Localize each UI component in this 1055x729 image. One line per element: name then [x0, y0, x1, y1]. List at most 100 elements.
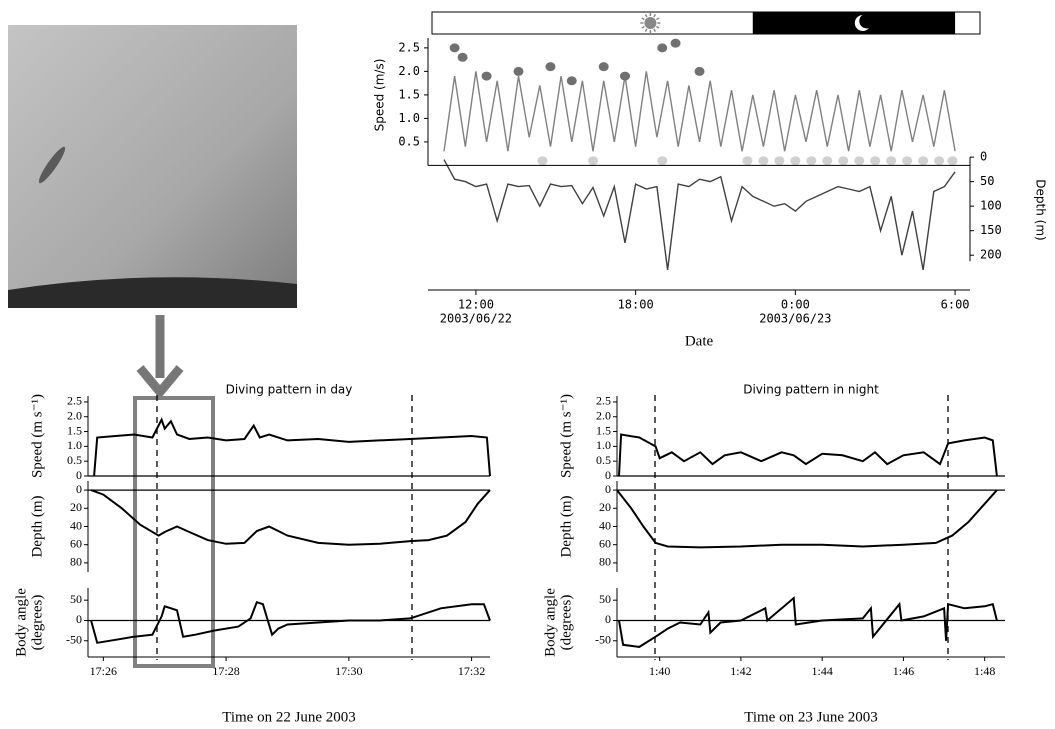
y2-tick-label: 150 — [980, 223, 1002, 237]
y-tick-label: 60 — [70, 536, 82, 550]
x-axis-title: Time on 23 June 2003 — [744, 709, 878, 725]
x-tick-label: 17:28 — [212, 664, 239, 678]
sun-ray — [641, 25, 645, 29]
series-line — [90, 489, 491, 546]
series-line — [443, 159, 956, 271]
marker — [457, 52, 468, 62]
arrow — [136, 315, 184, 400]
sun-ray — [641, 17, 645, 21]
marker — [806, 156, 817, 166]
y-tick-label: -50 — [595, 633, 611, 647]
x-tick-label: 17:30 — [335, 664, 362, 678]
marker — [537, 156, 548, 166]
marker — [902, 156, 913, 166]
x-tick-label: 17:32 — [458, 664, 485, 678]
sun-ray — [656, 17, 660, 21]
y-tick-label: 0 — [76, 468, 82, 482]
y-tick-label: 1.0 — [398, 111, 420, 125]
y-axis-title: Depth (m) — [29, 495, 45, 557]
y-tick-label: 1.0 — [67, 438, 82, 452]
y-axis-title: Depth (m) — [558, 495, 574, 557]
y-axis-title: Body angle — [542, 588, 558, 657]
sun-ray — [653, 28, 657, 33]
y-tick-label: 0.5 — [398, 134, 420, 148]
y-tick-label: 2.5 — [398, 40, 420, 54]
sun-ray — [644, 28, 648, 33]
marker — [619, 71, 630, 81]
marker — [670, 38, 681, 48]
y2-tick-label: 100 — [980, 199, 1002, 213]
sun-ray — [653, 13, 657, 18]
y-tick-label: 0.5 — [67, 453, 82, 467]
marker — [854, 156, 865, 166]
y-tick-label: 1.0 — [596, 438, 611, 452]
x-tick-label: 1:40 — [649, 664, 670, 678]
y-tick-label: 0 — [605, 468, 611, 482]
y-tick-label: 0 — [76, 482, 82, 496]
y-axis-title: Speed (m s⁻¹) — [558, 394, 574, 478]
x-tick-label: 18:00 — [618, 298, 654, 312]
marker — [822, 156, 833, 166]
marker — [918, 156, 929, 166]
y-tick-label: 1.5 — [398, 87, 420, 101]
y2-tick-label: 50 — [980, 174, 994, 188]
marker — [657, 156, 668, 166]
series-line — [93, 417, 491, 477]
y-tick-label: 50 — [70, 592, 82, 606]
y-axis-title: Speed (m/s) — [373, 59, 387, 132]
x-tick-label: 1:48 — [974, 664, 995, 678]
x-tick-label: 12:00 — [458, 298, 494, 312]
marker — [449, 43, 460, 53]
marker — [545, 62, 556, 72]
y-axis-title: (degrees) — [29, 595, 45, 651]
marker — [838, 156, 849, 166]
y-tick-label: 20 — [599, 500, 611, 514]
y-tick-label: 2.0 — [67, 408, 82, 422]
sun-disc — [644, 17, 657, 29]
y-tick-label: 1.5 — [596, 423, 611, 437]
marker — [513, 66, 524, 76]
y2-axis-title: Depth (m) — [1034, 179, 1048, 240]
series-line — [618, 433, 998, 477]
x-tick-label: 6:00 — [941, 298, 970, 312]
x-tick-label: 0:00 — [781, 298, 810, 312]
series-line — [616, 489, 998, 549]
y-tick-label: 0.5 — [596, 453, 611, 467]
x-axis-title: Date — [685, 333, 714, 349]
x-tick-label: 1:42 — [730, 664, 751, 678]
marker — [758, 156, 769, 166]
y-tick-label: 1.5 — [67, 423, 82, 437]
y-tick-label: 80 — [599, 555, 611, 569]
sun-icon — [640, 13, 661, 33]
panel-title: Diving pattern in night — [743, 383, 879, 397]
x-tick-label: 1:44 — [812, 664, 833, 678]
moon-shadow — [859, 13, 875, 29]
photo — [8, 25, 297, 308]
y-axis-title: Speed (m s⁻¹) — [29, 394, 45, 478]
marker — [790, 156, 801, 166]
y-tick-label: -50 — [66, 633, 82, 647]
y2-tick-label: 200 — [980, 248, 1002, 262]
highlight-box — [133, 396, 215, 668]
marker — [481, 71, 492, 81]
panel-title: Diving pattern in day — [226, 383, 353, 397]
marker — [566, 76, 577, 86]
marker — [934, 156, 945, 166]
marker — [886, 156, 897, 166]
marker — [947, 156, 958, 166]
sun-ray — [644, 13, 648, 18]
y-tick-label: 2.5 — [67, 394, 82, 408]
marker — [870, 156, 881, 166]
y-tick-label: 60 — [599, 536, 611, 550]
y-tick-label: 2.5 — [596, 394, 611, 408]
y-axis-title: Body angle — [13, 588, 29, 657]
x-tick-label: 17:26 — [90, 664, 117, 678]
x-axis-title: Time on 22 June 2003 — [222, 709, 356, 725]
series-line — [443, 71, 956, 152]
series-line — [90, 600, 491, 644]
y-tick-label: 0 — [76, 612, 82, 626]
marker — [657, 43, 668, 53]
x-tick-date: 2003/06/23 — [759, 312, 831, 326]
marker — [742, 156, 753, 166]
